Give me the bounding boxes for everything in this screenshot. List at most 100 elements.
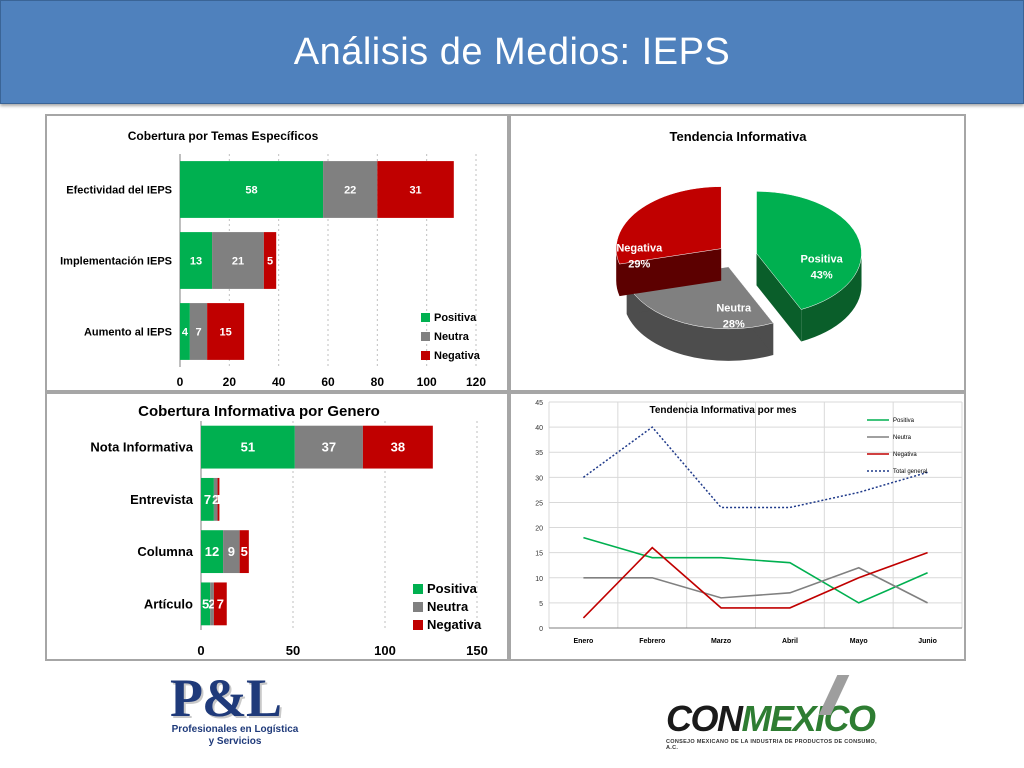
bar-positiva (201, 530, 224, 574)
bar-negativa (263, 232, 277, 289)
pie-slice-positiva (756, 191, 862, 310)
bar-neutra (223, 530, 240, 574)
data-label: 5 (202, 596, 209, 611)
chart-tendencia-pie: Tendencia Informativa Positiva 43% Neutra 28… (615, 129, 862, 361)
x-tick-label: 0 (177, 375, 184, 389)
legend-label: Positiva (427, 581, 478, 596)
legend-label: Negativa (434, 350, 481, 362)
pie-label-pct: 28% (723, 318, 745, 330)
data-label: 5 (267, 255, 273, 267)
x-tick-label: Mayo (850, 638, 868, 645)
y-tick-label: 5 (539, 601, 543, 608)
legend-swatch-negativa (421, 351, 430, 360)
chart-genero-panel: Cobertura Informativa por Genero 0 50 100 15… (45, 392, 509, 661)
pl-logo-line2: y Servicios (208, 736, 262, 747)
conmexico-logo: CONMEXICO CONSEJO MEXICANO DE LA INDUSTR… (666, 675, 886, 755)
y-tick-label: 25 (535, 500, 543, 507)
bar-negativa (207, 303, 245, 360)
data-label: 13 (190, 255, 202, 267)
legend-label: Neutra (427, 599, 469, 614)
data-label: 38 (391, 440, 405, 455)
y-tick-label: 20 (535, 526, 543, 533)
y-tick-label: 35 (535, 450, 543, 457)
data-label: 22 (344, 184, 356, 196)
x-tick-label: Febrero (639, 638, 665, 645)
data-label: 15 (220, 326, 232, 338)
bar-positiva (180, 161, 324, 218)
category-label: Columna (137, 544, 193, 559)
bar-positiva (201, 425, 295, 469)
bar-neutra (189, 303, 208, 360)
data-label: 7 (204, 492, 211, 507)
pie-wall-positiva (756, 253, 802, 342)
conmexico-word-a: CON (666, 698, 743, 739)
y-tick-label: 15 (535, 551, 543, 558)
legend-label: Negativa (893, 452, 917, 458)
x-tick-label: 100 (374, 643, 396, 658)
y-tick-label: 10 (535, 576, 543, 583)
bar-positiva (180, 232, 213, 289)
category-label: Entrevista (130, 492, 194, 507)
pl-logo-mark: P&L (170, 668, 282, 728)
x-tick-label: 150 (466, 643, 488, 658)
line-total-general (582, 426, 928, 509)
legend-label: Neutra (893, 435, 912, 441)
line-positiva (583, 536, 928, 604)
y-tick-label: 30 (535, 475, 543, 482)
x-tick-label: 20 (223, 375, 237, 389)
pie-slice-negativa (615, 186, 722, 265)
y-tick-label: 45 (535, 400, 543, 407)
bar-neutra (210, 582, 214, 626)
category-label: Efectividad del IEPS (66, 184, 172, 196)
bar-neutra (213, 477, 218, 521)
bar-negativa (239, 530, 249, 574)
legend-label: Neutra (434, 331, 470, 343)
data-label: 21 (232, 255, 244, 267)
data-label: 7 (195, 326, 201, 338)
legend-label: Positiva (893, 418, 915, 424)
pie-label-name: Negativa (616, 243, 663, 255)
data-label: 31 (409, 184, 421, 196)
pie-wall-negativa (619, 248, 722, 297)
y-tick-label: 0 (539, 626, 543, 633)
conmexico-word-b: MEXICO (741, 698, 877, 739)
legend-label: Positiva (434, 312, 477, 324)
chart-title: Tendencia Informativa por mes (649, 405, 797, 416)
category-label: Implementación IEPS (60, 255, 172, 267)
x-tick-label: Junio (918, 638, 937, 645)
chart-temas: Cobertura por Temas Específicos 0 20 40 60 80… (60, 129, 486, 389)
y-tick-label: 40 (535, 425, 543, 432)
data-label: 1 (215, 492, 222, 507)
chart-title: Cobertura por Temas Específicos (128, 129, 319, 143)
data-label: 37 (322, 440, 336, 455)
data-label: 12 (205, 544, 219, 559)
bar-positiva (201, 477, 214, 521)
legend-swatch-neutra (413, 602, 423, 612)
x-tick-label: 100 (417, 375, 437, 389)
pie-side-positiva (801, 253, 862, 342)
chart-title: Tendencia Informativa (669, 129, 807, 144)
data-label: 5 (241, 544, 248, 559)
category-label: Aumento al IEPS (84, 326, 172, 338)
category-label: Artículo (144, 596, 193, 611)
data-label: 2 (208, 596, 215, 611)
x-tick-label: 80 (371, 375, 385, 389)
chart-title: Cobertura Informativa por Genero (138, 403, 380, 420)
bar-negativa (217, 477, 220, 521)
legend-label: Negativa (427, 617, 482, 632)
conmexico-wordmark: CONMEXICO (666, 689, 886, 749)
pie-label-pct: 43% (811, 270, 833, 282)
pl-logo: P&L Profesionales en Logística y Servici… (170, 668, 310, 752)
chart-tendencia-panel: Tendencia Informativa Positiva 43% Neutra 28… (509, 114, 966, 392)
line-negativa (582, 546, 928, 619)
legend-swatch-positiva (413, 584, 423, 594)
page-title: Análisis de Medios: IEPS (293, 30, 731, 73)
pie-label-name: Neutra (716, 302, 752, 314)
pie-side-negativa (616, 248, 620, 297)
title-bar: Análisis de Medios: IEPS (0, 0, 1024, 104)
x-tick-label: Enero (573, 638, 593, 645)
conmexico-tagline: CONSEJO MEXICANO DE LA INDUSTRIA DE PROD… (666, 739, 877, 751)
data-label: 58 (245, 184, 257, 196)
pl-logo-line1: Profesionales en Logística (171, 724, 299, 735)
